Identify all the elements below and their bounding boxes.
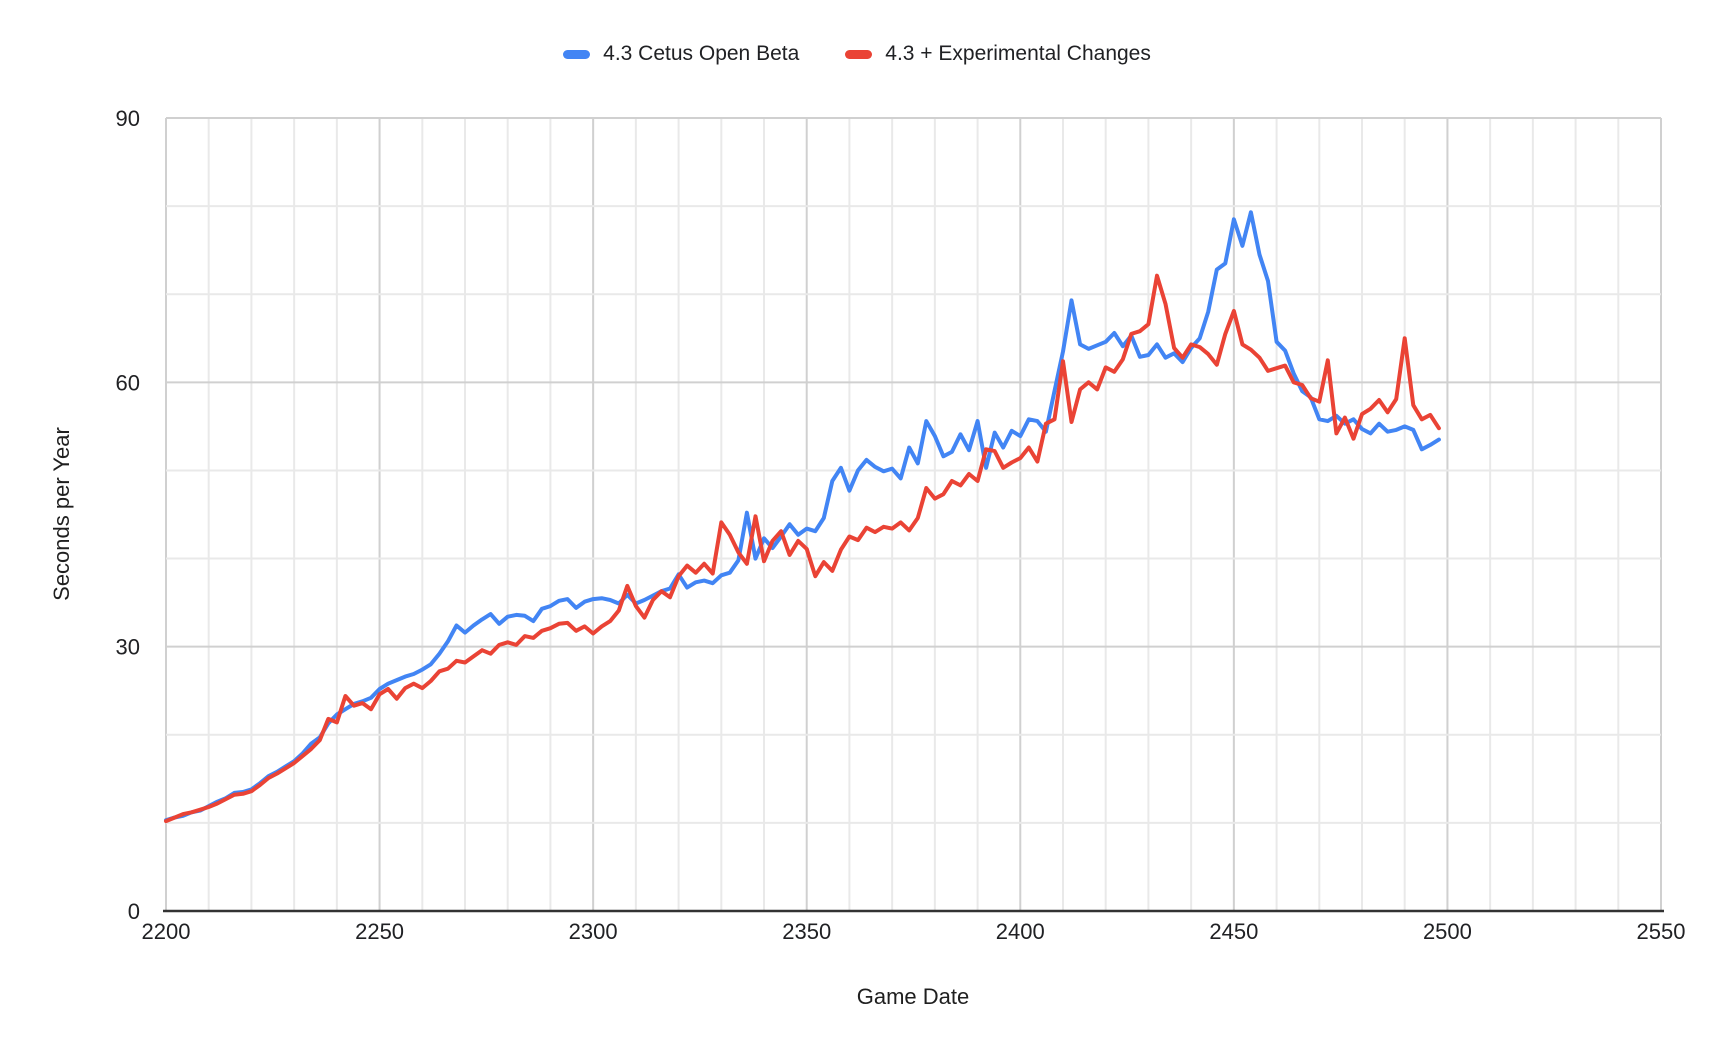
legend-swatch-red-icon <box>845 49 873 59</box>
y-tick-label: 30 <box>116 635 140 660</box>
x-tick-label: 2500 <box>1423 919 1472 944</box>
legend-label: 4.3 Cetus Open Beta <box>603 42 800 65</box>
y-tick-label: 0 <box>128 899 140 924</box>
x-tick-label: 2550 <box>1637 919 1686 944</box>
x-tick-label: 2250 <box>355 919 404 944</box>
y-tick-label: 60 <box>116 370 140 395</box>
legend-item-experimental-changes: 4.3 + Experimental Changes <box>845 42 1151 66</box>
x-tick-label: 2400 <box>996 919 1045 944</box>
legend: 4.3 Cetus Open Beta 4.3 + Experimental C… <box>0 42 1714 66</box>
y-axis-title: Seconds per Year <box>49 427 74 601</box>
x-tick-label: 2200 <box>142 919 191 944</box>
x-axis-title: Game Date <box>856 984 970 1009</box>
legend-label: 4.3 + Experimental Changes <box>885 42 1151 65</box>
series-line-1 <box>164 273 1441 824</box>
y-tick-label: 90 <box>116 106 140 131</box>
legend-item-cetus-open-beta: 4.3 Cetus Open Beta <box>563 42 799 66</box>
x-tick-label: 2450 <box>1209 919 1258 944</box>
x-tick-label: 2350 <box>782 919 831 944</box>
series-line-0 <box>164 210 1441 823</box>
x-tick-label: 2300 <box>569 919 618 944</box>
legend-swatch-blue-icon <box>563 49 591 59</box>
